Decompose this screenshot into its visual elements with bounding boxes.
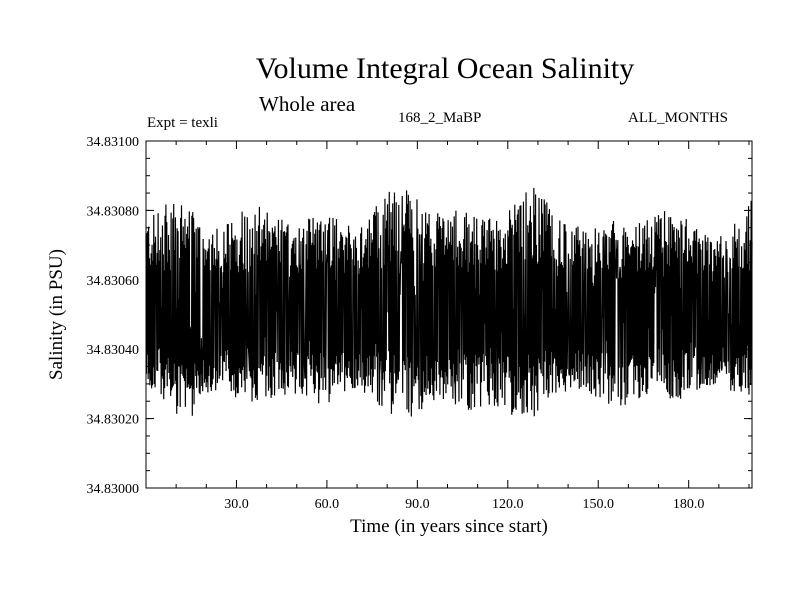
y-tick-label: 34.83060 xyxy=(87,274,140,289)
x-tick-label: 90.0 xyxy=(405,497,430,512)
chart-title: Volume Integral Ocean Salinity xyxy=(255,52,635,85)
y-tick-label: 34.83000 xyxy=(87,482,140,497)
y-tick-label: 34.83080 xyxy=(87,204,140,219)
run-annotation: 168_2_MaBP xyxy=(398,110,482,126)
x-axis-label: Time (in years since start) xyxy=(350,516,548,537)
x-tick-label: 120.0 xyxy=(492,497,524,512)
y-tick-label: 34.83040 xyxy=(87,343,140,358)
x-tick-label: 150.0 xyxy=(582,497,614,512)
y-tick-label: 34.83100 xyxy=(87,135,140,150)
tick-labels-layer: 30.0 60.0 90.0 120.0 150.0 180.0 34.83000 34.83… xyxy=(87,135,705,512)
x-tick-label: 180.0 xyxy=(673,497,705,512)
experiment-annotation: Expt = texli xyxy=(147,115,218,131)
series-layer xyxy=(145,187,753,417)
x-tick-label: 60.0 xyxy=(315,497,340,512)
months-annotation: ALL_MONTHS xyxy=(628,110,728,126)
ticks-layer xyxy=(146,140,752,489)
chart-subtitle: Whole area xyxy=(259,92,356,116)
y-axis-label: Salinity (in PSU) xyxy=(46,249,67,380)
salinity-series-line xyxy=(145,187,753,417)
x-tick-label: 30.0 xyxy=(224,497,249,512)
y-tick-label: 34.83020 xyxy=(87,413,140,428)
